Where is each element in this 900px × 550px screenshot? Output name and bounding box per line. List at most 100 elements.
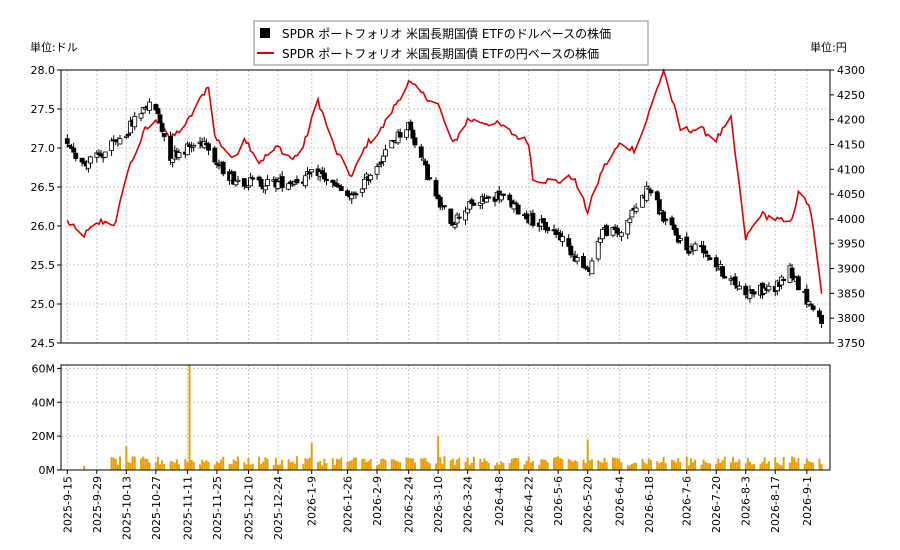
volume-bar [392,459,395,470]
volume-bar [428,463,431,470]
candle-body [454,214,460,224]
x-tick-label: 2025-11-25 [211,476,224,540]
volume-bar [146,459,149,470]
right-unit-label: 単位:円 [810,40,847,54]
candle-body [321,172,327,180]
candle-body [220,161,226,175]
candle-body [73,152,79,159]
volume-tick-label: 0M [39,464,56,477]
volume-bar [207,461,210,470]
volume-bar [546,462,549,470]
volume-bar [304,458,307,470]
candle-body [361,178,367,190]
candle-body [262,185,268,191]
left-tick-label: 25.5 [31,259,56,272]
x-tick-label: 2026-1-9 [306,476,319,526]
x-tick-label: 2026-5-6 [552,476,565,526]
volume-bar [201,459,204,470]
volume-bar [569,460,572,470]
candle-body [654,191,660,201]
volume-bar [687,465,690,470]
volume-bar [409,458,412,470]
candle-body [678,238,683,241]
volume-bar [702,459,705,470]
volume-bar [732,456,735,470]
candle-body [661,211,666,222]
volume-bar [614,458,617,470]
candle-body [159,123,165,132]
volume-bar [633,462,636,470]
volume-bar [399,462,402,470]
volume-bar [664,462,667,470]
legend-label-usd: SPDR ポートフォリオ 米国長期国債 ETFのドルベースの株価 [282,26,611,41]
volume-bar [258,456,261,470]
candle-body [279,176,285,189]
volume-bar [133,456,136,470]
candle-body [102,151,108,158]
candle-body [456,216,462,219]
candle-body [212,147,218,163]
legend-label-jpy: SPDR ポートフォリオ 米国長期国債 ETFの円ベースの株価 [282,46,599,61]
x-tick-label: 2025-9-29 [91,476,104,533]
volume-bar [350,460,353,470]
volume-bar [203,461,206,470]
volume-bar [338,459,341,470]
volume-bar [748,461,751,470]
candle-body [692,243,698,251]
volume-bar [677,458,680,470]
volume-bar [662,457,665,470]
volume-bar [281,459,284,470]
volume-bar [173,462,176,470]
volume-bar [321,465,324,470]
volume-bar [643,462,646,470]
candle-body [795,276,801,291]
candle-body [420,158,426,161]
volume-bar [110,456,113,470]
x-tick-label: 2025-9-15 [61,476,74,533]
volume-bar [420,458,423,470]
volume-bar [352,457,355,470]
volume-bar [169,461,172,470]
x-tick-label: 2026-2-9 [371,476,384,526]
volume-bar [435,463,438,470]
volume-bar [159,464,162,470]
x-tick-label: 2026-6-4 [613,476,626,526]
volume-bar [751,464,754,470]
volume-bar [260,463,263,470]
candle-body [275,181,281,189]
volume-bar [323,458,326,470]
volume-bar [689,458,692,470]
volume-bar [767,461,770,470]
volume-bar [175,459,178,470]
volume-bar [449,460,452,470]
candle-body [766,285,772,291]
candle-body [513,202,519,205]
candle-body [640,195,645,208]
x-tick-label: 2026-4-8 [493,476,506,526]
volume-bar [753,463,756,470]
volume-bar [262,461,265,470]
candle-body [294,178,300,184]
volume-bar [736,461,739,470]
candle-body [656,199,662,215]
volume-bar [567,458,570,470]
candle-body [560,236,565,242]
right-tick-label: 4150 [837,138,865,151]
candle-body [486,196,492,199]
volume-bar [584,463,587,470]
volume-bar [729,462,732,470]
volume-bar [171,461,174,470]
volume-bar [630,463,633,470]
volume-bar [719,462,722,470]
volume-bar [660,462,663,470]
volume-bar [394,460,397,470]
volume-bar [118,456,121,470]
candle-body [191,145,197,148]
volume-bar [220,459,223,470]
volume-bar [190,460,193,470]
x-tick-label: 2026-9-1 [801,476,814,526]
volume-bar [289,461,292,470]
axis-labels: 24.5 25.0 25.5 26.0 26.5 27.0 27.5 28.0 3750 3800… [31,64,866,540]
candle-body [484,198,489,203]
candle-body [646,187,652,190]
